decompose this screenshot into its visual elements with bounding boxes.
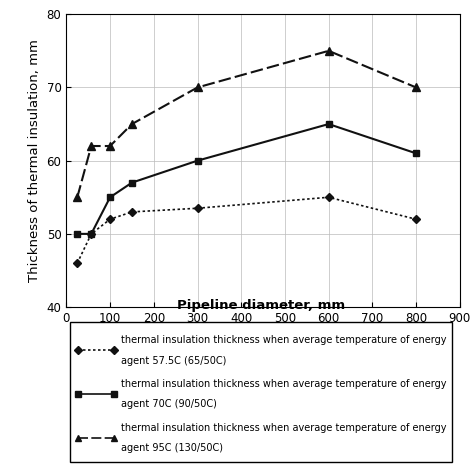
Text: Pipeline diameter, mm: Pipeline diameter, mm [177,299,345,312]
Text: thermal insulation thickness when average temperature of energy: thermal insulation thickness when averag… [121,379,447,389]
Text: thermal insulation thickness when average temperature of energy: thermal insulation thickness when averag… [121,335,447,345]
Text: agent 95C (130/50C): agent 95C (130/50C) [121,443,223,454]
Text: agent 70C (90/50C): agent 70C (90/50C) [121,400,217,410]
Y-axis label: Thickness of thermal insulation, mm: Thickness of thermal insulation, mm [28,39,41,282]
Text: thermal insulation thickness when average temperature of energy: thermal insulation thickness when averag… [121,423,447,433]
Text: agent 57.5C (65/50C): agent 57.5C (65/50C) [121,356,227,365]
FancyBboxPatch shape [70,322,452,462]
